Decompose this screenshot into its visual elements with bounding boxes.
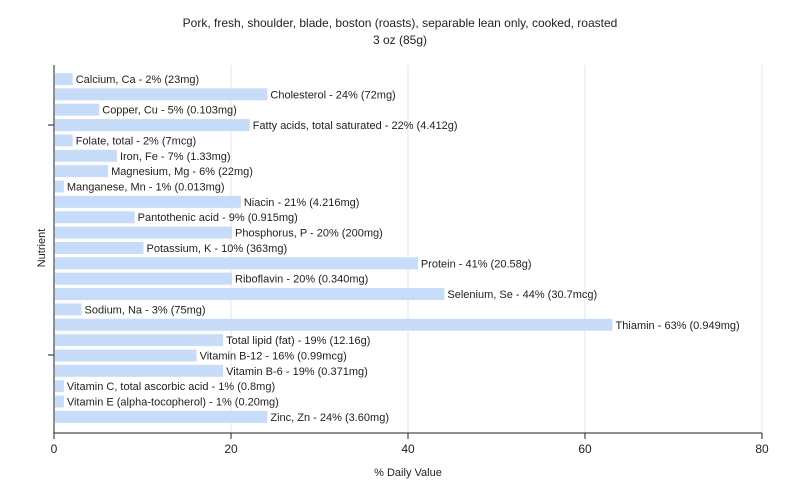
bar: [55, 104, 99, 116]
x-tick-label: 60: [578, 442, 592, 456]
bar: [55, 349, 197, 361]
bar: [55, 273, 232, 285]
bar-label: Potassium, K - 10% (363mg): [147, 243, 288, 255]
bar-label: Copper, Cu - 5% (0.103mg): [102, 105, 237, 117]
bar: [55, 211, 135, 223]
bar-label: Vitamin B-6 - 19% (0.371mg): [226, 366, 368, 378]
bar: [55, 150, 117, 162]
bar-label: Calcium, Ca - 2% (23mg): [76, 74, 199, 86]
bar: [55, 257, 418, 269]
bar-label: Selenium, Se - 44% (30.7mcg): [447, 289, 597, 301]
bar-label: Phosphorus, P - 20% (200mg): [235, 228, 383, 240]
bar: [55, 303, 82, 315]
bar-label: Riboflavin - 20% (0.340mg): [235, 274, 368, 286]
bar-label: Fatty acids, total saturated - 22% (4.41…: [253, 120, 458, 132]
bar: [55, 165, 108, 177]
bar: [55, 242, 144, 254]
x-tick-label: 40: [401, 442, 415, 456]
x-axis-title: % Daily Value: [374, 467, 442, 479]
bar: [55, 380, 64, 392]
bar: [55, 181, 64, 193]
bar-label: Manganese, Mn - 1% (0.013mg): [67, 182, 225, 194]
bar-label: Vitamin B-12 - 16% (0.99mcg): [200, 350, 347, 362]
bar-label: Vitamin C, total ascorbic acid - 1% (0.8…: [67, 381, 275, 393]
bar-label: Protein - 41% (20.58g): [421, 258, 532, 270]
x-tick-label: 20: [224, 442, 238, 456]
bar-label: Thiamin - 63% (0.949mg): [616, 320, 740, 332]
bar: [55, 288, 444, 300]
bar: [55, 334, 223, 346]
bar-label: Pantothenic acid - 9% (0.915mg): [138, 212, 298, 224]
y-axis-title: Nutrient: [36, 229, 48, 268]
bar-label: Zinc, Zn - 24% (3.60mg): [270, 412, 389, 424]
bar-label: Sodium, Na - 3% (75mg): [85, 304, 206, 316]
bar: [55, 88, 267, 100]
bars: Calcium, Ca - 2% (23mg) Cholesterol - 24%…: [55, 73, 740, 424]
bar: [55, 227, 232, 239]
bar-label: Iron, Fe - 7% (1.33mg): [120, 151, 231, 163]
bar: [55, 365, 223, 377]
bar: [55, 319, 613, 331]
bar: [55, 196, 241, 208]
bar-label: Total lipid (fat) - 19% (12.16g): [226, 335, 370, 347]
bar: [55, 119, 250, 131]
bar-label: Cholesterol - 24% (72mg): [270, 89, 395, 101]
bar: [55, 411, 267, 423]
bar-label: Magnesium, Mg - 6% (22mg): [111, 166, 253, 178]
x-tick-label: 80: [755, 442, 769, 456]
bar: [55, 73, 73, 85]
x-tick-label: 0: [51, 442, 58, 456]
bar-label: Vitamin E (alpha-tocopherol) - 1% (0.20m…: [67, 397, 279, 409]
bar: [55, 396, 64, 408]
bar: [55, 134, 73, 146]
bar-label: Folate, total - 2% (7mcg): [76, 135, 196, 147]
bar-label: Niacin - 21% (4.216mg): [244, 197, 360, 209]
